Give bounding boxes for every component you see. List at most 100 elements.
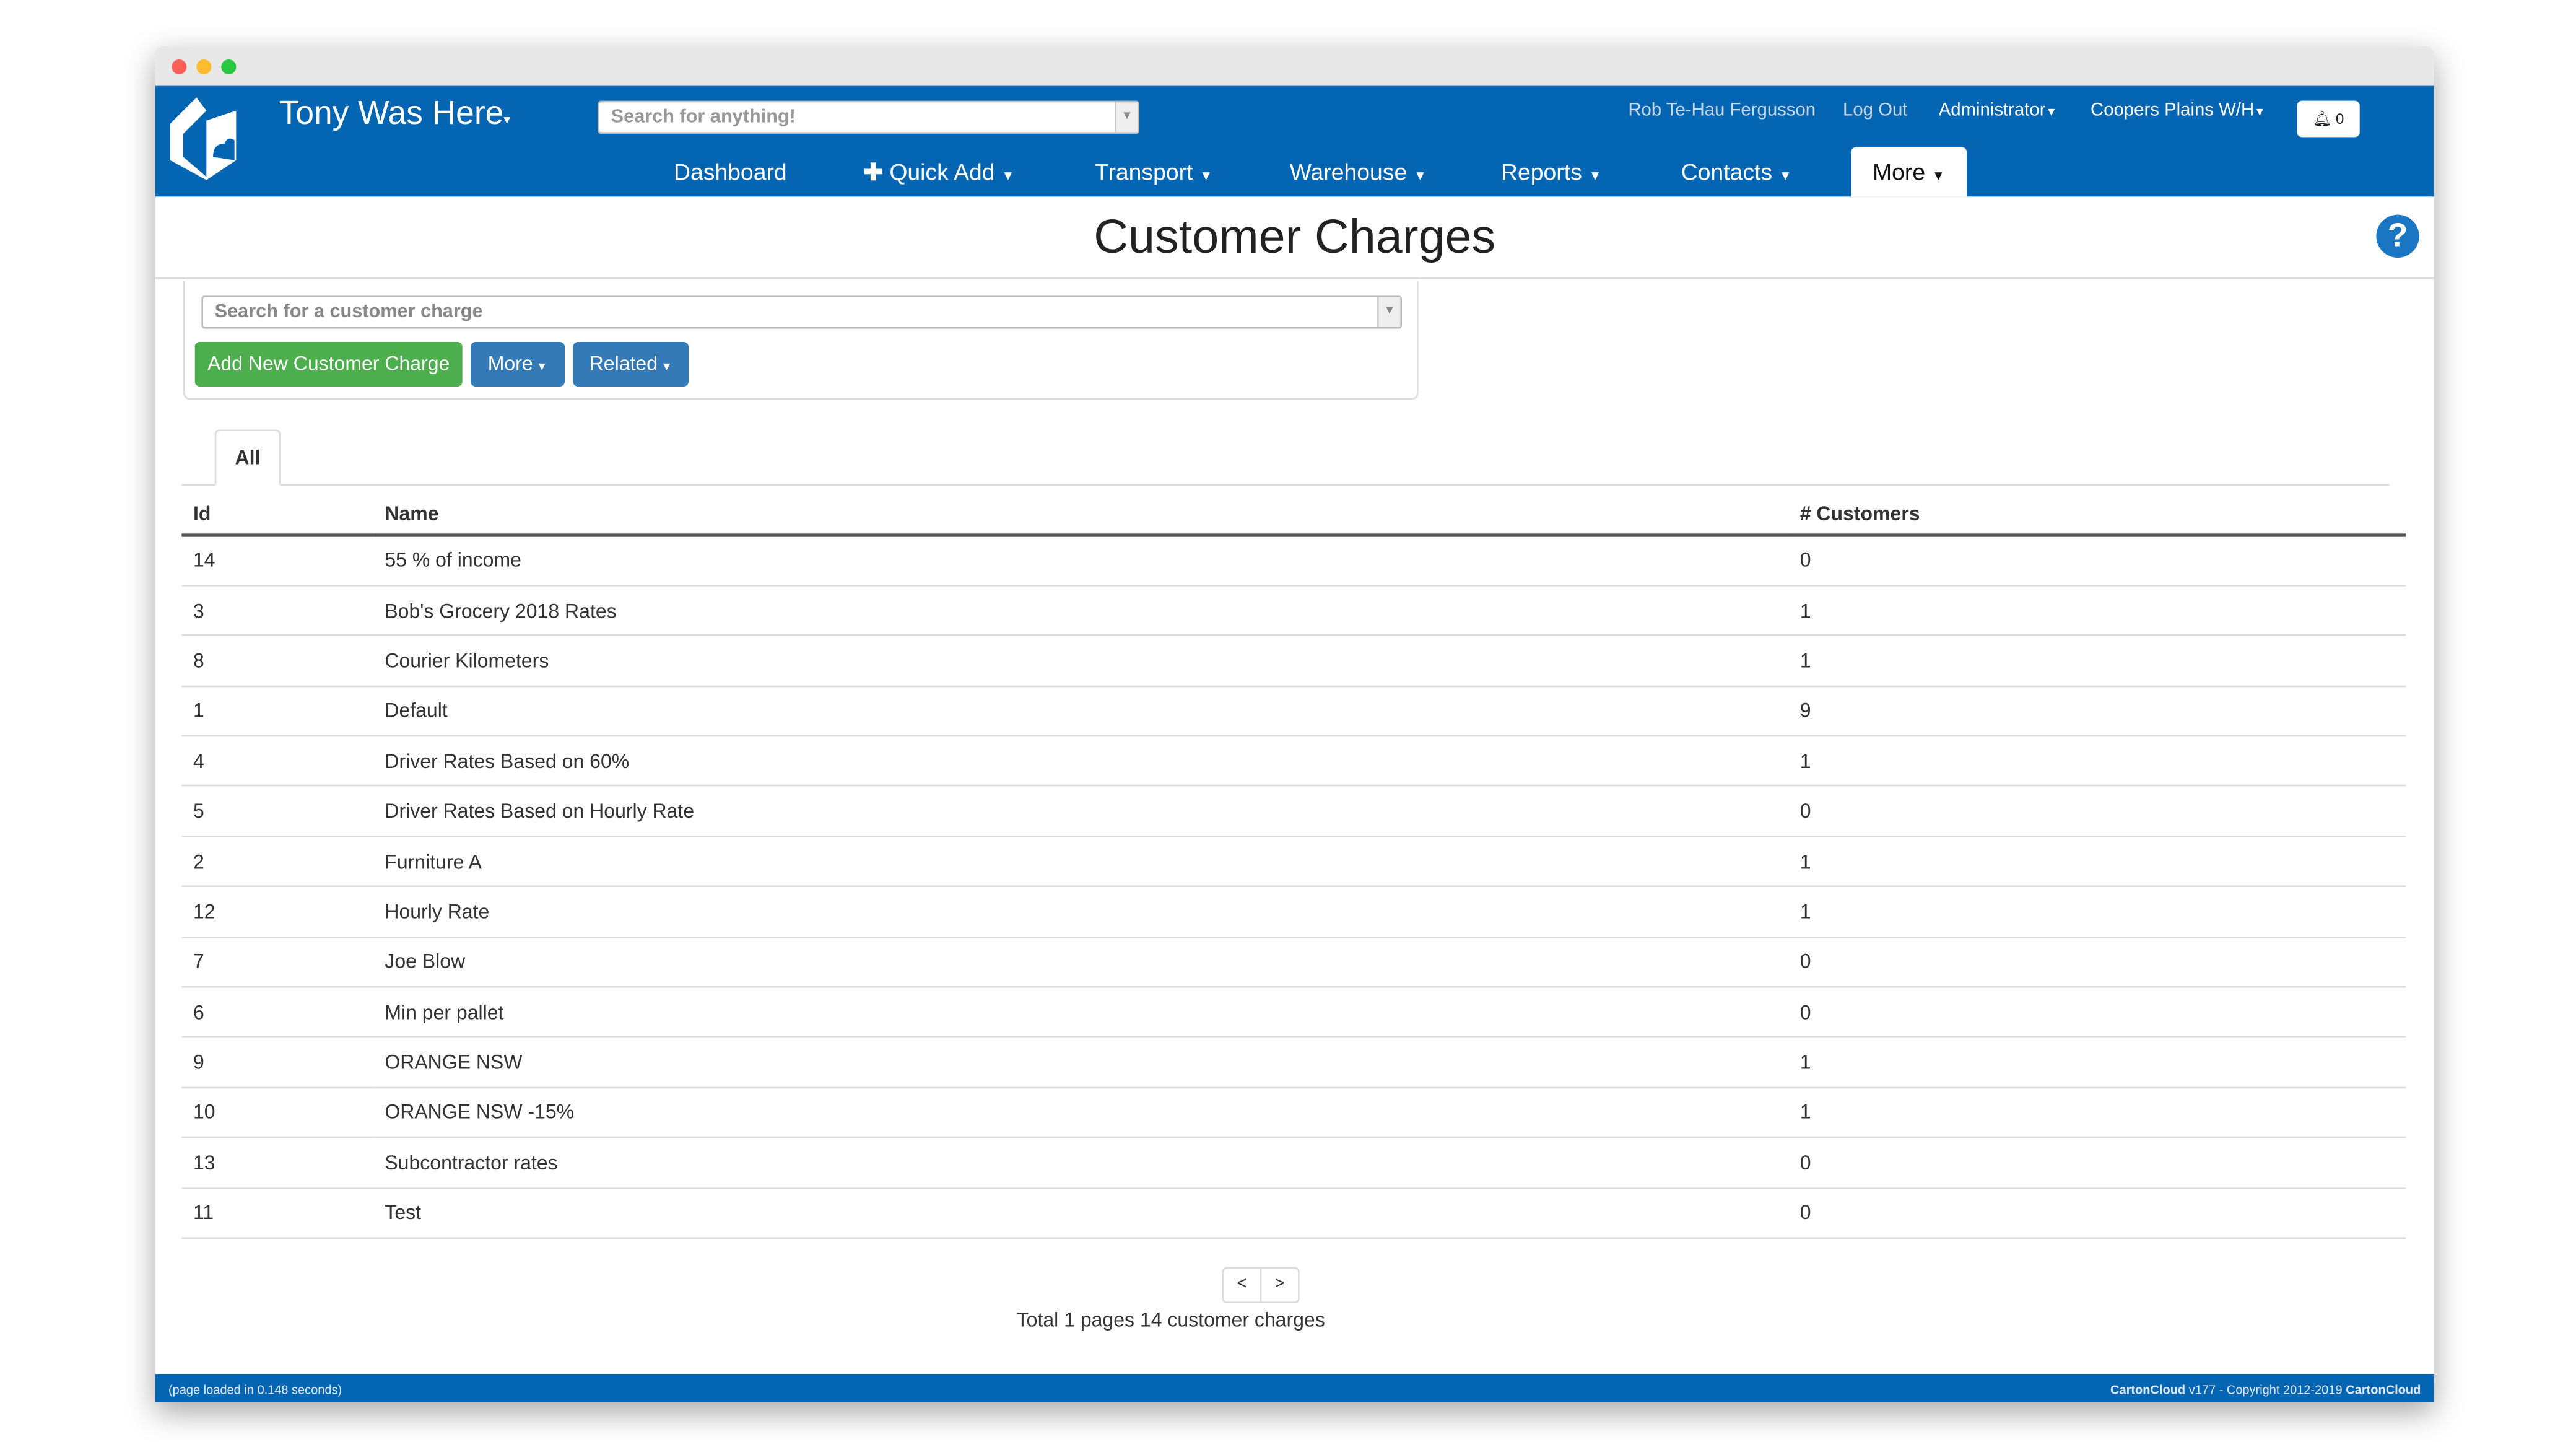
caret-down-icon: ▼ (1413, 168, 1427, 184)
cell-id: 6 (181, 987, 373, 1038)
table-row[interactable]: 4 Driver Rates Based on 60% 1 (181, 736, 2406, 787)
nav-more[interactable]: More ▼ (1851, 147, 1967, 197)
warehouse-label: Coopers Plains W/H (2091, 100, 2255, 121)
cell-customers: 1 (1788, 1037, 2406, 1088)
table-row[interactable]: 1 Default 9 (181, 686, 2406, 737)
caret-down-icon: ▼ (1778, 168, 1792, 184)
nav-label: Dashboard (674, 159, 787, 185)
copyright: CartonCloud v177 - Copyright 2012-2019 C… (2110, 1374, 2421, 1402)
cell-customers: 0 (1788, 1187, 2406, 1239)
cell-id: 3 (181, 585, 373, 637)
footer: (page loaded in 0.148 seconds) CartonClo… (155, 1374, 2434, 1403)
nav-dashboard[interactable]: Dashboard (674, 147, 787, 196)
user-name-link[interactable]: Rob Te-Hau Fergusson (1628, 100, 1816, 121)
column-header-id[interactable]: Id (181, 492, 373, 537)
table-row[interactable]: 12 Hourly Rate 1 (181, 886, 2406, 938)
cell-name: Min per pallet (373, 987, 1789, 1038)
nav-label: Transport (1095, 159, 1193, 185)
logout-link[interactable]: Log Out (1843, 100, 1908, 121)
nav-label: Quick Add (889, 159, 995, 185)
nav-reports[interactable]: Reports ▼ (1501, 147, 1602, 196)
copyright-brand: CartonCloud (2346, 1383, 2421, 1398)
nav-transport[interactable]: Transport ▼ (1095, 147, 1212, 196)
cell-name: Joe Blow (373, 937, 1789, 988)
notification-count: 0 (2335, 110, 2344, 128)
table-header-row: Id Name # Customers (181, 492, 2406, 537)
column-header-name[interactable]: Name (373, 492, 1789, 537)
cell-customers: 1 (1788, 836, 2406, 888)
cell-customers: 1 (1788, 585, 2406, 637)
cell-name: ORANGE NSW -15% (373, 1087, 1789, 1138)
warehouse-dropdown[interactable]: Coopers Plains W/H▼ (2091, 100, 2266, 121)
cell-id: 2 (181, 836, 373, 888)
button-label: More (487, 352, 533, 375)
nav-contacts[interactable]: Contacts ▼ (1681, 147, 1792, 196)
cell-name: Bob's Grocery 2018 Rates (373, 585, 1789, 637)
cell-name: ORANGE NSW (373, 1037, 1789, 1088)
cell-id: 8 (181, 636, 373, 687)
table-row[interactable]: 6 Min per pallet 0 (181, 987, 2406, 1038)
role-dropdown[interactable]: Administrator▼ (1938, 100, 2057, 121)
cartoncloud-logo-icon[interactable] (163, 91, 250, 183)
tab-all[interactable]: All (214, 429, 281, 486)
button-label: Related (589, 352, 658, 375)
table-row[interactable]: 9 ORANGE NSW 1 (181, 1037, 2406, 1088)
caret-down-icon: ▼ (1199, 168, 1213, 184)
title-bar (155, 46, 2434, 86)
help-icon[interactable]: ? (2376, 214, 2419, 258)
global-search-input[interactable]: Search for anything! ▼ (598, 100, 1140, 134)
previous-page-button[interactable]: < (1224, 1269, 1262, 1302)
cell-id: 13 (181, 1137, 373, 1189)
nav-warehouse[interactable]: Warehouse ▼ (1290, 147, 1427, 196)
nav-label: More (1873, 159, 1926, 185)
caret-down-icon: ▼ (1001, 168, 1015, 184)
tab-divider (181, 484, 2390, 486)
cell-id: 9 (181, 1037, 373, 1088)
close-window-button[interactable] (172, 59, 187, 75)
table-row[interactable]: 3 Bob's Grocery 2018 Rates 1 (181, 585, 2406, 637)
related-button[interactable]: Related ▼ (573, 342, 689, 387)
table-row[interactable]: 8 Courier Kilometers 1 (181, 636, 2406, 687)
table-row[interactable]: 13 Subcontractor rates 0 (181, 1137, 2406, 1189)
bell-icon: 🔔︎ (2312, 110, 2332, 128)
global-search-placeholder: Search for anything! (611, 107, 796, 128)
top-header: Tony Was Here▾ Search for anything! ▼ Das… (155, 85, 2434, 197)
cell-name: Courier Kilometers (373, 636, 1789, 687)
nav-label: Contacts (1681, 159, 1773, 185)
table-row[interactable]: 10 ORANGE NSW -15% 1 (181, 1087, 2406, 1138)
toolbar-panel: Search for a customer charge ▼ Add New Cu… (183, 281, 1419, 400)
cell-name: Default (373, 686, 1789, 737)
notifications-button[interactable]: 🔔︎ 0 (2297, 100, 2360, 138)
cell-name: Furniture A (373, 836, 1789, 888)
chevron-down-icon[interactable]: ▼ (1377, 297, 1401, 328)
customer-charge-search-input[interactable]: Search for a customer charge ▼ (201, 295, 1403, 329)
cell-id: 11 (181, 1187, 373, 1239)
table-row[interactable]: 5 Driver Rates Based on Hourly Rate 0 (181, 786, 2406, 837)
cell-customers: 0 (1788, 987, 2406, 1038)
page-title: Customer Charges (1094, 211, 1496, 264)
cell-id: 12 (181, 886, 373, 938)
column-header-customers[interactable]: # Customers (1788, 492, 2406, 537)
table-row[interactable]: 14 55 % of income 0 (181, 535, 2406, 587)
company-switcher[interactable]: Tony Was Here▾ (279, 95, 510, 133)
table-row[interactable]: 7 Joe Blow 0 (181, 937, 2406, 988)
nav-quick-add[interactable]: ✚ Quick Add ▼ (864, 147, 1015, 196)
copyright-text: v177 - Copyright 2012-2019 (2185, 1383, 2346, 1398)
plus-icon: ✚ (863, 159, 883, 185)
cell-customers: 0 (1788, 786, 2406, 837)
more-button[interactable]: More ▼ (471, 342, 565, 387)
add-new-customer-charge-button[interactable]: Add New Customer Charge (194, 342, 463, 387)
minimize-window-button[interactable] (196, 59, 212, 75)
search-placeholder: Search for a customer charge (214, 302, 483, 323)
customer-charges-table: Id Name # Customers 14 55 % of income 0 3 Bo… (181, 492, 2406, 1239)
divider (155, 277, 2434, 279)
table-row[interactable]: 11 Test 0 (181, 1187, 2406, 1239)
cell-id: 7 (181, 937, 373, 988)
cell-name: 55 % of income (373, 535, 1789, 587)
maximize-window-button[interactable] (221, 59, 237, 75)
cell-name: Driver Rates Based on Hourly Rate (373, 786, 1789, 837)
pagination-summary: Total 1 pages 14 customer charges (1016, 1308, 1325, 1332)
next-page-button[interactable]: > (1274, 1275, 1285, 1294)
chevron-down-icon[interactable]: ▼ (1115, 102, 1138, 133)
